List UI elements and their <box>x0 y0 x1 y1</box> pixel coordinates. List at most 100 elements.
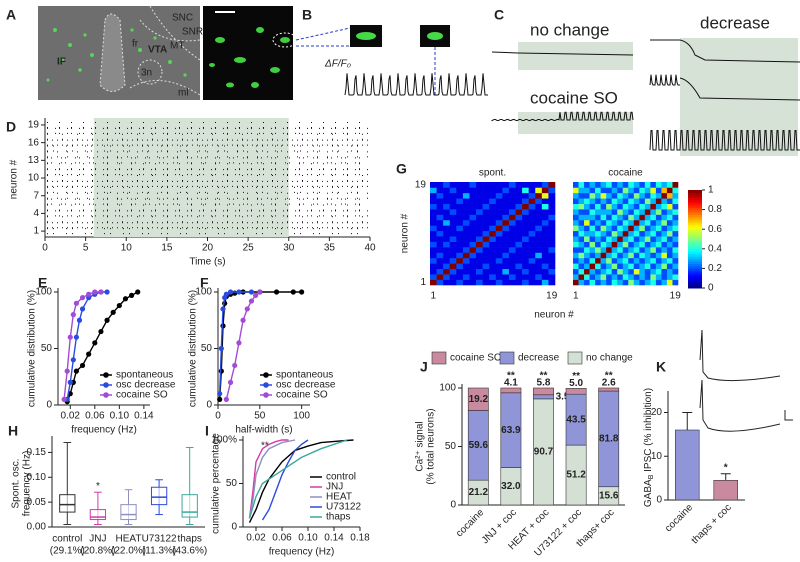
heatmap-cell <box>436 274 444 280</box>
heatmap-cell <box>502 214 510 221</box>
x-tick-label: 1 <box>573 291 579 302</box>
data-point <box>64 368 70 374</box>
heatmap-cell <box>589 268 596 275</box>
heatmap-cell <box>449 203 457 210</box>
colorbar-label: 0.2 <box>708 263 722 274</box>
heatmap-cell <box>476 236 483 242</box>
heatmap-cell <box>476 198 483 204</box>
heatmap-cell <box>617 230 624 237</box>
heatmap-cell <box>606 247 612 253</box>
heatmap-cell <box>650 225 657 232</box>
data-point <box>217 396 223 402</box>
x-tick-label: 0.06 <box>272 533 292 544</box>
heatmap-cell <box>476 187 483 194</box>
heatmap-cell <box>430 257 437 264</box>
heatmap-cell <box>573 214 579 221</box>
heatmap-cell <box>469 182 477 188</box>
data-point <box>98 289 104 295</box>
heatmap-cell <box>449 214 457 221</box>
data-point <box>236 289 242 295</box>
significance: ** <box>605 371 613 382</box>
colorbar-step <box>688 246 702 250</box>
heatmap-cell <box>622 241 629 248</box>
heatmap-cell <box>606 219 612 226</box>
heatmap-cell <box>548 236 556 242</box>
heatmap-cell <box>476 182 483 188</box>
heatmap-cell <box>666 268 673 275</box>
heatmap-cell <box>595 219 601 226</box>
heatmap-cell <box>595 225 601 232</box>
y-axis-label-part: IPSC (% inhibition) <box>643 388 654 475</box>
heatmap-cell <box>628 225 635 232</box>
heatmap-cell <box>628 203 635 210</box>
heatmap-cell <box>573 236 579 242</box>
x-tick-label: HEAT <box>116 534 142 545</box>
heatmap-cell <box>528 214 536 221</box>
heatmap-cell <box>622 268 629 275</box>
heatmap-cell <box>666 209 673 215</box>
heatmap-cell <box>469 214 477 221</box>
colorbar-step <box>688 194 702 198</box>
heatmap-cell <box>443 230 451 237</box>
heatmap-cell <box>469 274 477 280</box>
heatmap-cell <box>528 187 536 194</box>
trace-label: decrease <box>700 13 770 32</box>
heatmap-cell <box>573 279 579 286</box>
heatmap-cell <box>672 268 679 275</box>
y-tick-label: 13 <box>28 155 40 166</box>
heatmap-cell <box>584 187 590 194</box>
heatmap-cell <box>430 230 437 237</box>
heatmap-cell <box>639 187 646 194</box>
heatmap-cell <box>639 263 646 270</box>
heatmap-cell <box>644 252 651 259</box>
heatmap-cell <box>611 230 618 237</box>
colorbar-step <box>688 285 702 289</box>
heatmap-cell <box>655 279 662 286</box>
heatmap-cell <box>515 279 523 286</box>
heatmap-cell <box>672 203 679 210</box>
y-axis-label: cumulative percentage <box>211 433 222 534</box>
bar <box>675 429 700 501</box>
data-point <box>248 298 255 304</box>
heatmap-cell <box>502 209 510 215</box>
y-tick-label: 1 <box>33 226 39 237</box>
legend-label: no change <box>586 353 633 364</box>
data-point <box>79 362 86 369</box>
heatmap-cell <box>611 182 618 188</box>
heatmap-cell <box>469 219 477 226</box>
heatmap-cell <box>666 198 673 204</box>
heatmap-cell <box>482 225 490 232</box>
heatmap-cell <box>606 230 612 237</box>
heatmap-cell <box>606 236 612 242</box>
heatmap-cell <box>449 279 457 286</box>
heatmap-cell <box>595 241 601 248</box>
colorbar-step <box>688 214 702 218</box>
x-axis-label: Time (s) <box>189 257 225 268</box>
heatmap-cell <box>462 252 470 259</box>
heatmap-cell <box>502 182 510 188</box>
heatmap-cell <box>655 209 662 215</box>
heatmap-cell <box>462 192 470 199</box>
image-label: IF <box>57 57 66 68</box>
heatmap-cell <box>548 247 556 253</box>
heatmap-cell <box>633 263 640 270</box>
heatmap-cell <box>522 219 529 226</box>
heatmap-cell <box>489 203 497 210</box>
heatmap-cell <box>508 209 516 215</box>
heatmap-cell <box>456 203 464 210</box>
y-tick-label: 7 <box>33 190 39 201</box>
heatmap-cell <box>489 257 497 264</box>
value-label: 5.0 <box>569 378 583 389</box>
heatmap-cell <box>595 192 601 199</box>
heatmap-cell <box>672 263 679 270</box>
x-tick-label: 0 <box>215 411 221 422</box>
y-tick-label: 10 <box>651 451 663 462</box>
colorbar-step <box>688 202 702 206</box>
heatmap-cell <box>462 203 470 210</box>
heatmap-cell <box>628 187 635 194</box>
legend-label: U73122 <box>326 502 361 513</box>
heatmap-cell <box>456 268 464 275</box>
legend-marker <box>103 382 109 388</box>
heatmap-cell <box>644 268 651 275</box>
heatmap-cell <box>522 247 529 253</box>
